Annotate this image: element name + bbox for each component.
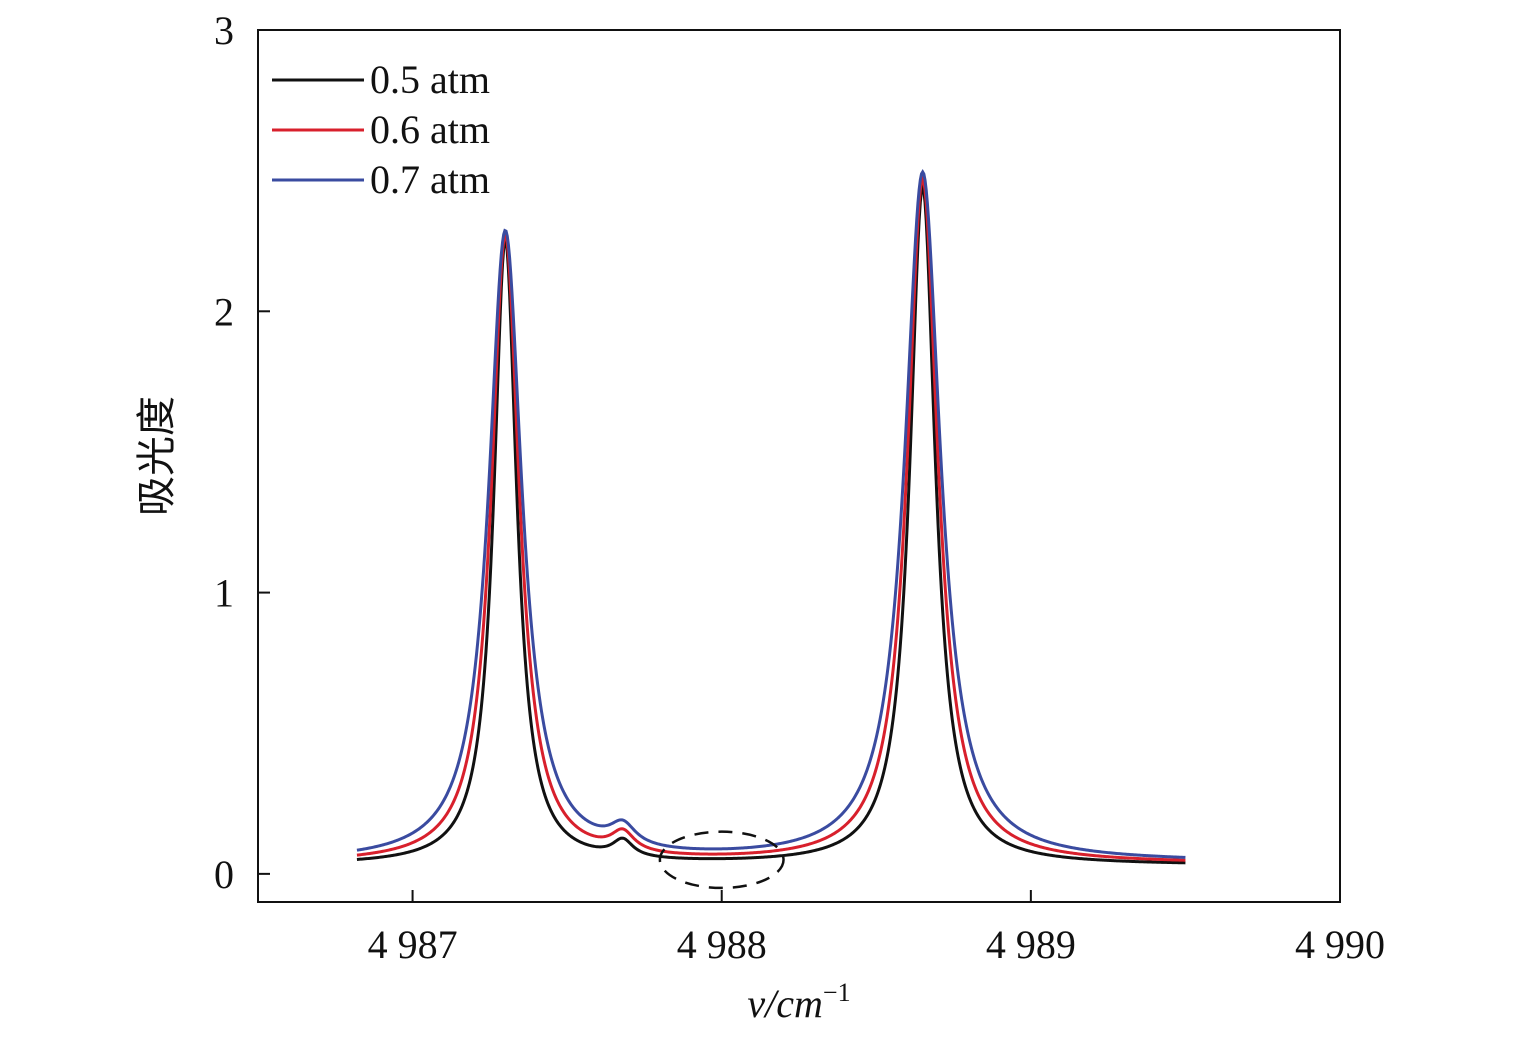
legend-label: 0.7 atm — [370, 157, 490, 202]
x-axis-title-superscript: −1 — [823, 978, 851, 1007]
series-line — [356, 181, 1186, 865]
y-tick-label: 1 — [214, 571, 234, 616]
legend: 0.5 atm 0.6 atm 0.7 atm — [272, 57, 490, 202]
x-tick-label: 4 990 — [1295, 922, 1385, 967]
plot-frame — [257, 29, 1341, 903]
x-axis-title: v/cm−1 — [747, 978, 850, 1026]
y-axis-title: 吸光度 — [134, 396, 179, 516]
y-tick-label: 2 — [214, 289, 234, 334]
x-tick-label: 4 988 — [677, 922, 767, 967]
series-line — [356, 168, 1186, 859]
y-axis: 0 1 2 3 — [214, 8, 270, 897]
x-axis-title-text: v/cm — [747, 981, 823, 1026]
dashed-ellipse-annotation — [658, 830, 785, 890]
plot-area — [257, 29, 1341, 903]
series-lines — [356, 168, 1186, 865]
y-tick-label: 3 — [214, 8, 234, 53]
series-line — [356, 175, 1186, 862]
y-tick-label: 0 — [214, 852, 234, 897]
x-tick-label: 4 987 — [368, 922, 458, 967]
x-axis: 4 987 4 988 4 989 4 990 — [368, 890, 1385, 967]
x-tick-label: 4 989 — [986, 922, 1076, 967]
annotation-layer — [658, 830, 785, 890]
legend-label: 0.5 atm — [370, 57, 490, 102]
legend-label: 0.6 atm — [370, 107, 490, 152]
